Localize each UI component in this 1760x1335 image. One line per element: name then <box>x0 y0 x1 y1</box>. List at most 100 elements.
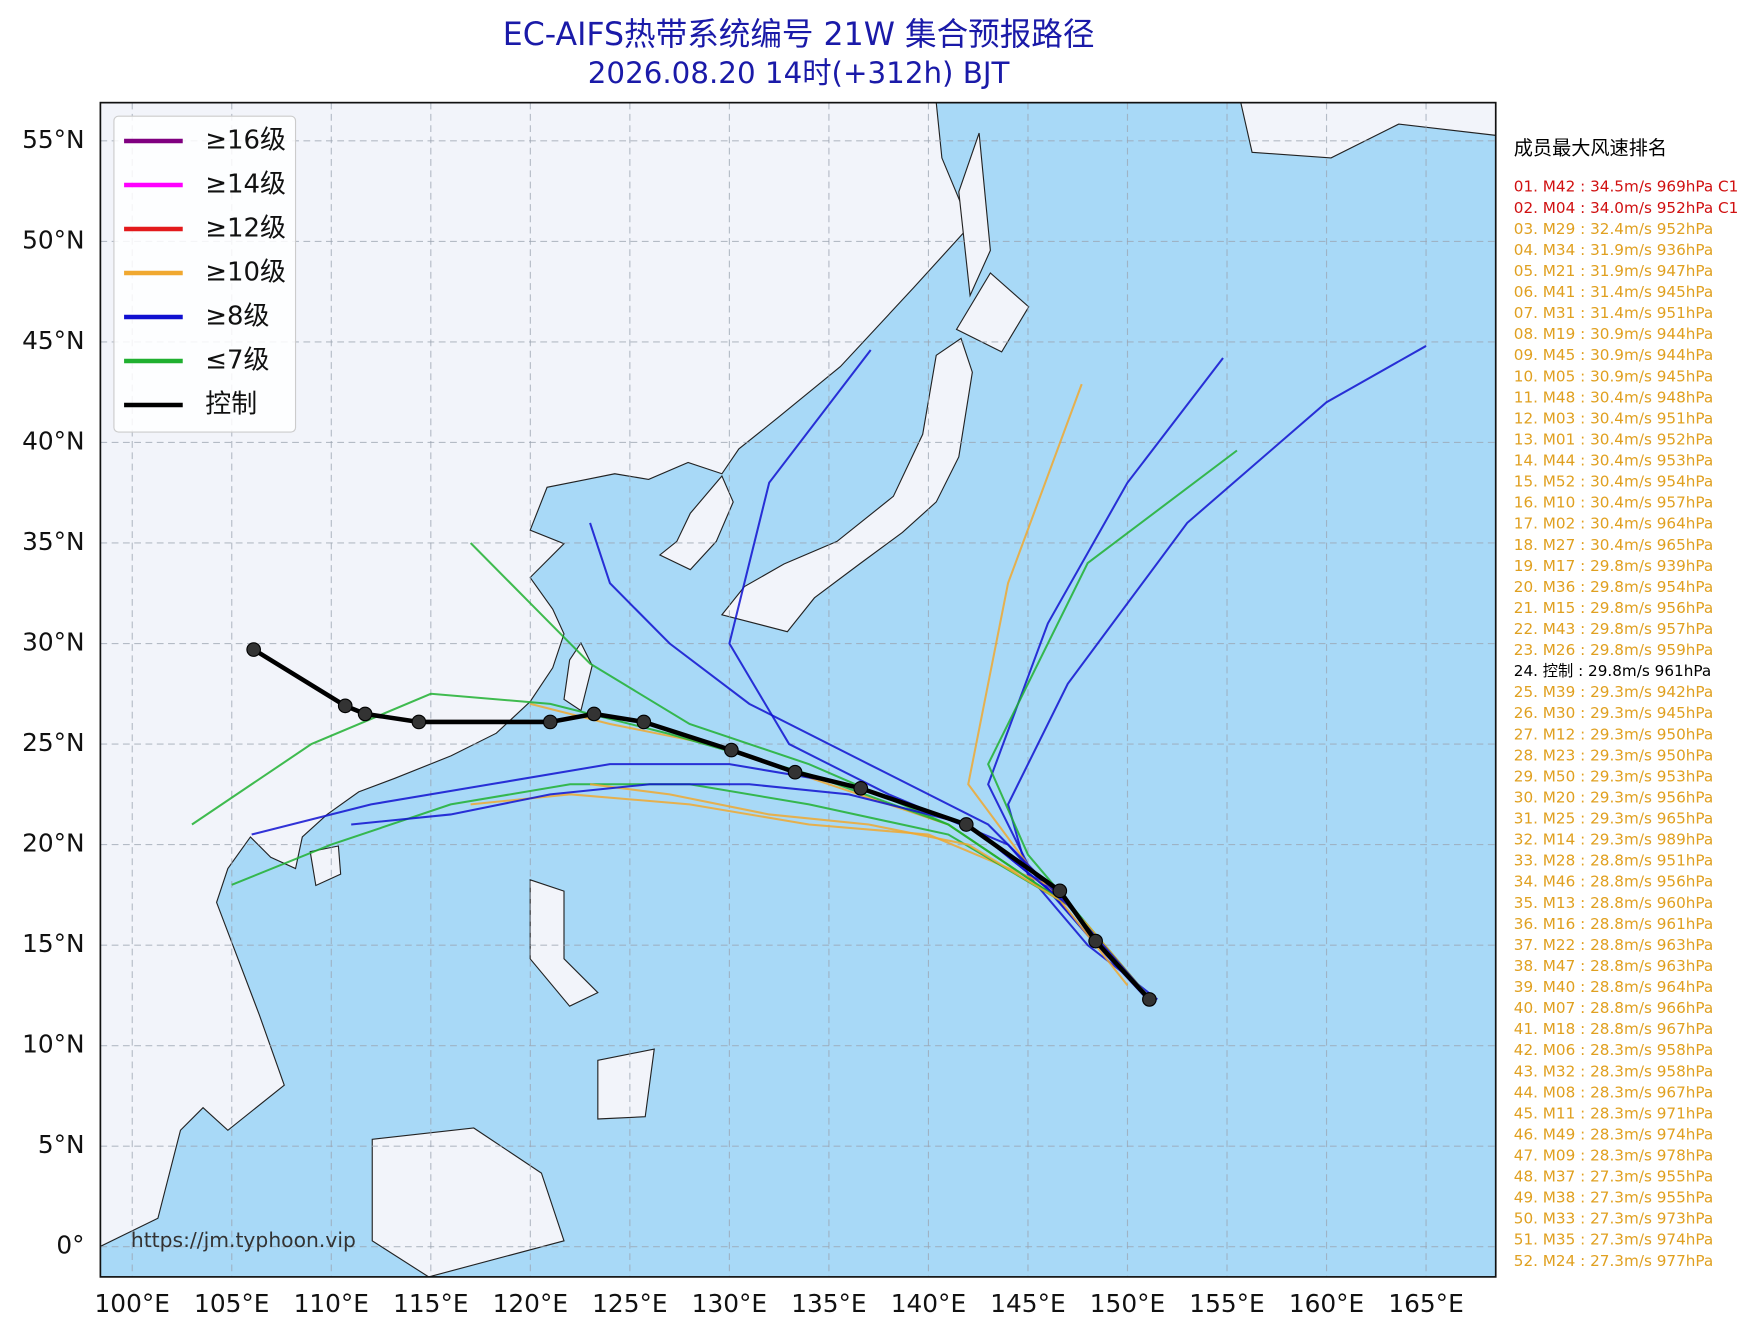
control-point <box>337 698 353 714</box>
ticks: 100°E 105°E 110°E 115°E 120°E 125°E 130°E 135°E… <box>22 125 1464 1318</box>
ranking-item: 14. M44 : 30.4m/s 953hPa <box>1514 452 1713 470</box>
title: EC-AIFS热带系统编号 21W 集合预报路径 <box>503 17 1095 53</box>
x-tick-label: 100°E <box>95 1289 170 1318</box>
ranking-item: 52. M24 : 27.3m/s 977hPa <box>1514 1252 1713 1270</box>
land-layer <box>100 102 1496 1277</box>
ranking-item: 33. M28 : 28.8m/s 951hPa <box>1514 852 1713 870</box>
ranking-item: 30. M20 : 29.3m/s 956hPa <box>1514 788 1713 806</box>
ranking-item: 20. M36 : 29.8m/s 954hPa <box>1514 578 1713 596</box>
ranking-item: 48. M37 : 27.3m/s 955hPa <box>1514 1168 1713 1186</box>
legend-label: ≥16级 <box>205 126 286 156</box>
x-tick-label: 115°E <box>393 1289 468 1318</box>
sakhalin <box>958 132 991 298</box>
control-point <box>586 706 602 722</box>
y-tick-label: 10°N <box>22 1030 85 1059</box>
ensemble-track <box>469 542 1149 997</box>
ensemble-track <box>351 783 1149 997</box>
borneo <box>371 1127 565 1277</box>
x-tick-label: 120°E <box>493 1289 568 1318</box>
control-point <box>1088 933 1103 949</box>
ranking-item: 46. M49 : 28.3m/s 974hPa <box>1514 1125 1713 1143</box>
ranking-title: 成员最大风速排名 <box>1514 136 1667 159</box>
mindanao <box>597 1048 655 1120</box>
ranking-item: 47. M09 : 28.3m/s 978hPa <box>1514 1146 1713 1164</box>
control-track <box>252 647 1152 1001</box>
ensemble-track <box>1006 345 1427 1001</box>
ranking-item: 12. M03 : 30.4m/s 951hPa <box>1514 409 1713 427</box>
korea <box>658 474 734 571</box>
ranking-item: 38. M47 : 28.8m/s 963hPa <box>1514 957 1713 975</box>
ranking-item: 04. M34 : 31.9m/s 936hPa <box>1514 241 1713 259</box>
ranking-item: 35. M13 : 28.8m/s 960hPa <box>1514 894 1713 912</box>
x-tick-label: 130°E <box>692 1289 767 1318</box>
x-tick-label: 155°E <box>1189 1289 1264 1318</box>
ranking-panel: 成员最大风速排名 01. M42 : 34.5m/s 969hPa C1 02. … <box>1514 136 1739 1269</box>
ranking-item: 21. M15 : 29.8m/s 956hPa <box>1514 599 1713 617</box>
control-point <box>958 817 974 832</box>
ranking-item: 18. M27 : 30.4m/s 965hPa <box>1514 536 1713 554</box>
ranking-item: 36. M16 : 28.8m/s 961hPa <box>1514 915 1713 933</box>
mainland <box>100 102 971 1248</box>
ranking-item: 16. M10 : 30.4m/s 957hPa <box>1514 494 1713 512</box>
subtitle: 2026.08.20 14时(+312h) BJT <box>588 56 1010 90</box>
ranking-item: 07. M31 : 31.4m/s 951hPa <box>1514 304 1713 322</box>
control-point <box>357 706 373 722</box>
x-tick-label: 160°E <box>1289 1289 1364 1318</box>
ranking-item: 25. M39 : 29.3m/s 942hPa <box>1514 683 1713 701</box>
y-tick-label: 25°N <box>22 728 85 757</box>
ranking-item: 43. M32 : 28.3m/s 958hPa <box>1514 1062 1713 1080</box>
ranking-item: 24. 控制 : 29.8m/s 961hPa <box>1514 662 1711 680</box>
ranking-item: 28. M23 : 29.3m/s 950hPa <box>1514 746 1713 764</box>
ranking-item: 41. M18 : 28.8m/s 967hPa <box>1514 1020 1713 1038</box>
ranking-item: 13. M01 : 30.4m/s 952hPa <box>1514 430 1713 448</box>
control-point <box>853 780 869 796</box>
y-tick-label: 50°N <box>22 225 85 254</box>
ranking-item: 23. M26 : 29.8m/s 959hPa <box>1514 641 1713 659</box>
legend-label: 控制 <box>205 389 257 419</box>
ranking-item: 02. M04 : 34.0m/s 952hPa C1 <box>1514 199 1739 217</box>
y-tick-label: 35°N <box>22 527 85 556</box>
japan <box>720 337 973 633</box>
x-tick-label: 150°E <box>1090 1289 1165 1318</box>
x-tick-label: 110°E <box>294 1289 369 1318</box>
control-point <box>542 714 558 730</box>
legend-label: ≥10级 <box>205 257 286 287</box>
ensemble-track <box>728 349 1149 1001</box>
watermark: https://jm.typhoon.vip <box>131 1228 356 1252</box>
ranking-item: 17. M02 : 30.4m/s 964hPa <box>1514 515 1713 533</box>
y-tick-label: 45°N <box>22 326 85 355</box>
legend-label: ≤7级 <box>205 345 269 375</box>
ranking-item: 03. M29 : 32.4m/s 952hPa <box>1514 220 1713 238</box>
ranking-item: 19. M17 : 29.8m/s 939hPa <box>1514 557 1713 575</box>
x-tick-label: 105°E <box>194 1289 269 1318</box>
control-point <box>724 742 739 758</box>
ranking-item: 09. M45 : 30.9m/s 944hPa <box>1514 346 1713 364</box>
ranking-item: 44. M08 : 28.3m/s 967hPa <box>1514 1083 1713 1101</box>
scaled-layer: EC-AIFS热带系统编号 21W 集合预报路径 2026.08.20 14时(… <box>22 17 1738 1318</box>
y-tick-label: 15°N <box>22 929 85 958</box>
x-tick-label: 165°E <box>1388 1289 1463 1318</box>
legend-label: ≥8级 <box>205 301 269 331</box>
ranking-item: 42. M06 : 28.3m/s 958hPa <box>1514 1041 1713 1059</box>
hainan <box>309 845 342 887</box>
hokkaido <box>955 272 1030 353</box>
y-tick-label: 5°N <box>38 1130 85 1159</box>
ranking-item: 26. M30 : 29.3m/s 945hPa <box>1514 704 1713 722</box>
ranking-item: 10. M05 : 30.9m/s 945hPa <box>1514 367 1713 385</box>
legend-label: ≥12级 <box>205 213 286 243</box>
y-tick-label: 55°N <box>22 125 85 154</box>
ranking-item: 37. M22 : 28.8m/s 963hPa <box>1514 936 1713 954</box>
ranking-item: 27. M12 : 29.3m/s 950hPa <box>1514 725 1713 743</box>
ranking-item: 22. M43 : 29.8m/s 957hPa <box>1514 620 1713 638</box>
x-tick-label: 140°E <box>891 1289 966 1318</box>
control-point <box>246 642 261 657</box>
ranking-item: 39. M40 : 28.8m/s 964hPa <box>1514 978 1713 996</box>
ranking-item: 45. M11 : 28.3m/s 971hPa <box>1514 1104 1713 1122</box>
kamchatka <box>1240 102 1496 159</box>
y-tick-label: 40°N <box>22 426 85 455</box>
ranking-item: 11. M48 : 30.4m/s 948hPa <box>1514 388 1713 406</box>
control-point <box>411 714 427 730</box>
control-point <box>636 714 652 730</box>
ranking-item: 40. M07 : 28.8m/s 966hPa <box>1514 999 1713 1017</box>
